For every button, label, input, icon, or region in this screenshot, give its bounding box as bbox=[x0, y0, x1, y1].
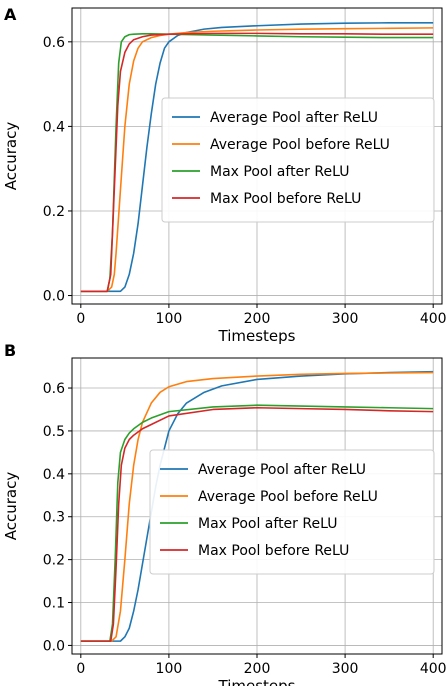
x-tick-label: 200 bbox=[244, 661, 271, 677]
y-tick-label: 0.2 bbox=[43, 204, 65, 220]
y-tick-label: 0.0 bbox=[43, 638, 65, 654]
y-axis-label: Accuracy bbox=[2, 122, 20, 191]
legend-entry: Average Pool before ReLU bbox=[210, 137, 390, 153]
legend-box bbox=[149, 449, 435, 575]
legend-entry: Average Pool after ReLU bbox=[198, 462, 366, 478]
panel-label: B bbox=[4, 341, 16, 360]
y-tick-label: 0.4 bbox=[43, 467, 65, 483]
series-line-2 bbox=[80, 27, 434, 293]
x-tick-label: 400 bbox=[420, 661, 447, 677]
legend-entry: Max Pool after ReLU bbox=[210, 164, 349, 180]
legend-entry: Max Pool after ReLU bbox=[198, 516, 337, 532]
y-axis-label: Accuracy bbox=[2, 472, 20, 541]
legend-box bbox=[161, 97, 435, 223]
y-tick-label: 0.6 bbox=[43, 381, 65, 397]
series-line-4 bbox=[80, 406, 434, 642]
x-tick-label: 0 bbox=[76, 661, 85, 677]
x-tick-label: 100 bbox=[156, 311, 183, 327]
legend-entry: Max Pool before ReLU bbox=[210, 191, 361, 207]
y-tick-label: 0.2 bbox=[43, 553, 65, 569]
x-tick-label: 400 bbox=[420, 311, 447, 327]
x-tick-label: 300 bbox=[332, 311, 359, 327]
y-tick-label: 0.5 bbox=[43, 424, 65, 440]
y-tick-label: 0.1 bbox=[43, 596, 65, 612]
chart-panel-b: B 0 100 200 300 400 0.0 0.1 0.2 0.3 0.4 0.5 0.6 Times… bbox=[2, 341, 447, 686]
legend-entry: Average Pool after ReLU bbox=[210, 110, 378, 126]
x-tick-label: 200 bbox=[244, 311, 271, 327]
y-tick-label: 0.4 bbox=[43, 119, 65, 135]
panel-label: A bbox=[4, 5, 17, 24]
series-line-1 bbox=[80, 21, 434, 293]
series-line-3 bbox=[80, 404, 434, 642]
legend: Average Pool after ReLU Average Pool befo… bbox=[149, 449, 435, 575]
chart-panel-a: A 0 100 200 300 400 0.0 0.2 0.4 0.6 Timesteps Accur… bbox=[2, 5, 447, 345]
x-axis-label: Timesteps bbox=[218, 677, 296, 686]
series-line-2 bbox=[80, 371, 434, 642]
legend-entry: Average Pool before ReLU bbox=[198, 489, 378, 505]
x-tick-label: 300 bbox=[332, 661, 359, 677]
legend: Average Pool after ReLU Average Pool befo… bbox=[161, 97, 435, 223]
series-line-4 bbox=[80, 32, 434, 293]
x-tick-label: 100 bbox=[156, 661, 183, 677]
x-tick-label: 0 bbox=[76, 311, 85, 327]
legend-entry: Max Pool before ReLU bbox=[198, 543, 349, 559]
x-axis-label: Timesteps bbox=[218, 327, 296, 345]
y-tick-label: 0.6 bbox=[43, 35, 65, 51]
y-tick-label: 0.0 bbox=[43, 289, 65, 305]
y-tick-label: 0.3 bbox=[43, 510, 65, 526]
